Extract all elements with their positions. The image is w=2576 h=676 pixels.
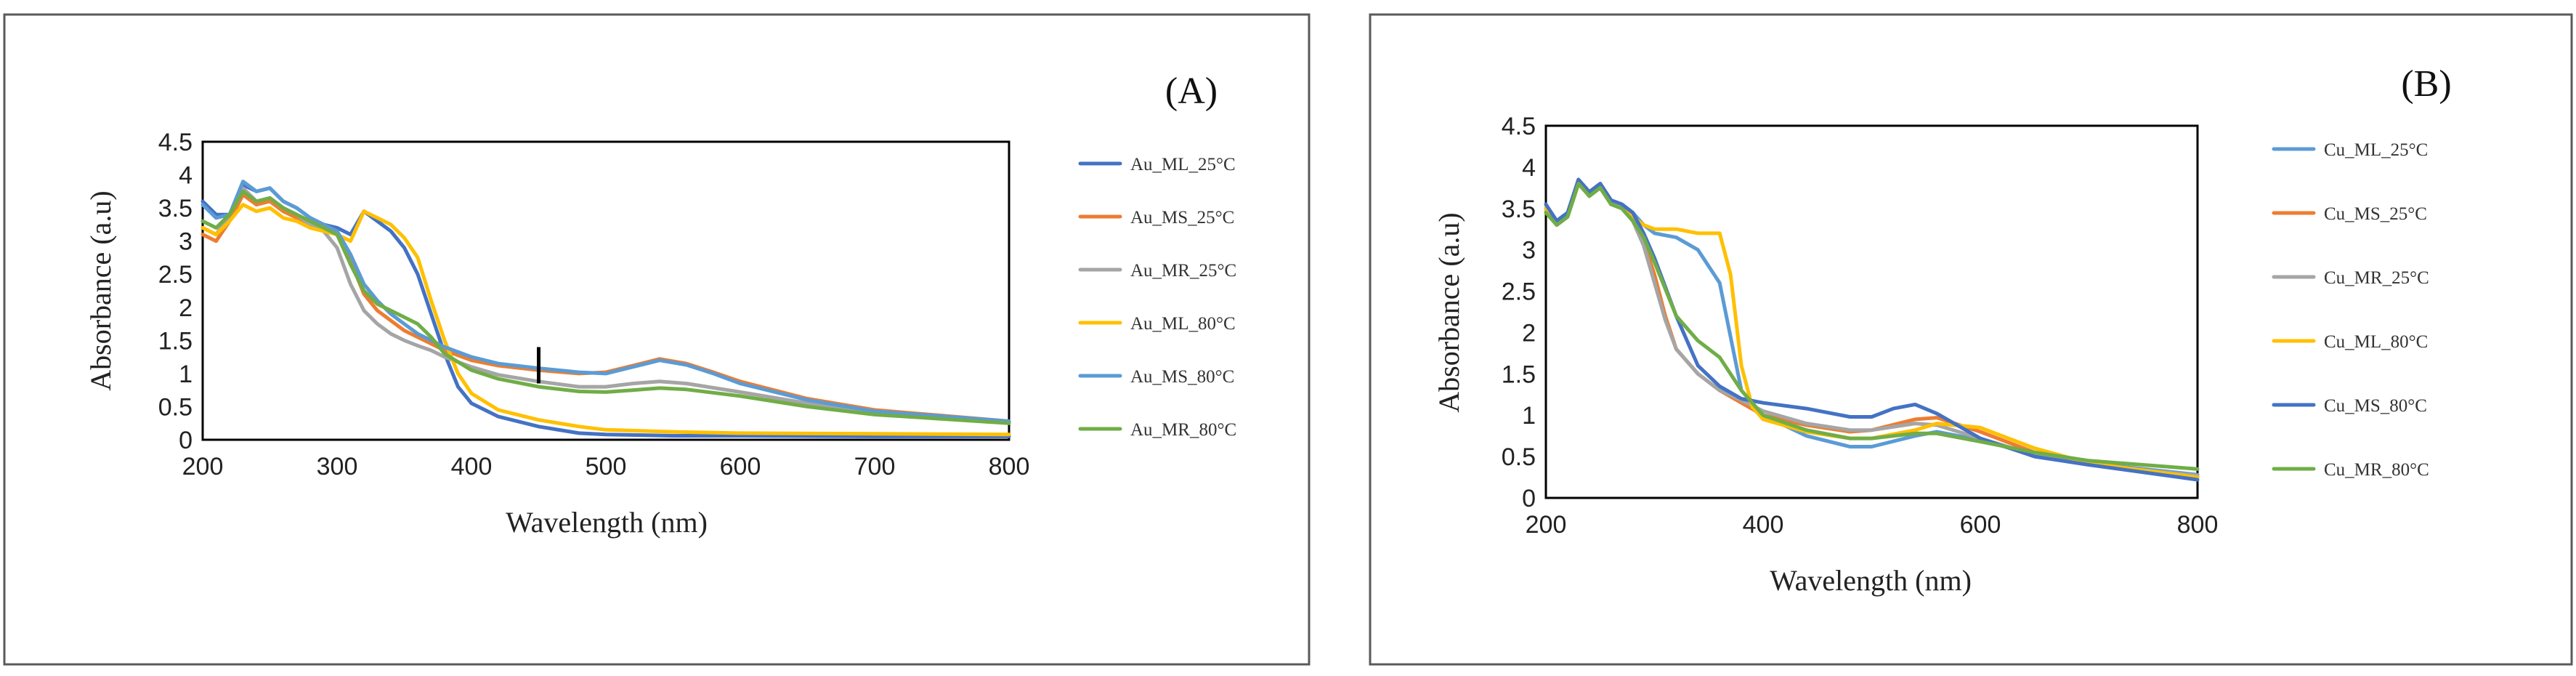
- panel-b-legend: Cu_ML_25°C Cu_MS_25°C Cu_MR_25°C Cu_ML_80°C…: [2272, 140, 2429, 480]
- x-tick-label: 200: [1526, 511, 1567, 539]
- legend-entry-label: Au_MR_25°C: [1130, 261, 1236, 281]
- y-tick-label: 3: [179, 228, 193, 256]
- y-tick-label: 4.5: [1502, 113, 1536, 140]
- y-tick-label: 2.5: [158, 261, 193, 289]
- y-tick-label: 2: [1522, 319, 1536, 347]
- panel-b-plot-area: [1544, 124, 2199, 499]
- legend-entry-label: Cu_MR_25°C: [2324, 268, 2429, 288]
- y-tick-label: 2: [179, 294, 193, 322]
- panel-a: (A) 0 0.5 1 1.5 2 2.5 3 3.5 4 4.5 200 300 400 500 600…: [3, 13, 1311, 666]
- x-tick-label: 400: [451, 453, 493, 480]
- panel-b-y-axis-title: Absorbance (a.u): [1433, 212, 1465, 412]
- series-line-cu-mr-80-c: [1544, 182, 2200, 471]
- panel-b-x-ticks: 200 400 600 800: [1526, 511, 2219, 539]
- panel-b-series-group: [1544, 177, 2200, 482]
- panel-b-y-ticks: 0 0.5 1 1.5 2 2.5 3 3.5 4 4.5: [1502, 113, 1536, 512]
- panel-a-y-ticks: 0 0.5 1 1.5 2 2.5 3 3.5 4 4.5: [158, 129, 193, 454]
- y-tick-label: 0: [1522, 485, 1536, 512]
- y-tick-label: 4: [1522, 154, 1536, 182]
- panel-a-label: (A): [1165, 71, 1218, 112]
- y-tick-label: 3: [1522, 237, 1536, 265]
- y-tick-label: 1.5: [158, 327, 193, 355]
- legend-entry-label: Au_ML_80°C: [1130, 314, 1236, 334]
- x-tick-label: 800: [989, 453, 1030, 480]
- y-tick-label: 0.5: [158, 393, 193, 421]
- legend-entry-label: Cu_MS_80°C: [2324, 396, 2427, 416]
- panel-a-y-axis-title: Absorbance (a.u): [84, 190, 117, 390]
- x-tick-label: 500: [586, 453, 627, 480]
- y-tick-label: 4: [179, 162, 193, 190]
- y-tick-label: 0.5: [1502, 443, 1536, 471]
- legend-entry-label: Au_MR_80°C: [1130, 420, 1236, 440]
- panel-a-x-axis-title: Wavelength (nm): [506, 506, 708, 539]
- legend-entry-label: Au_MS_80°C: [1130, 367, 1234, 387]
- y-tick-label: 3.5: [1502, 196, 1536, 223]
- legend-entry-label: Au_ML_25°C: [1130, 155, 1236, 174]
- y-tick-label: 0: [179, 427, 193, 454]
- series-line-au-ml-80-c: [201, 203, 1011, 437]
- x-tick-label: 400: [1743, 511, 1784, 539]
- y-tick-label: 4.5: [158, 129, 193, 156]
- x-tick-label: 800: [2177, 511, 2219, 539]
- y-tick-label: 1: [179, 361, 193, 388]
- series-line-cu-ms-80-c: [1544, 177, 2200, 482]
- panel-b-x-axis-title: Wavelength (nm): [1770, 564, 1972, 597]
- panel-a-series-group: [201, 180, 1011, 438]
- series-line-au-ms-80-c: [201, 180, 1011, 423]
- y-tick-label: 3.5: [158, 195, 193, 222]
- x-tick-label: 700: [854, 453, 896, 480]
- legend-entry-label: Cu_ML_25°C: [2324, 140, 2428, 160]
- legend-entry-label: Au_MS_25°C: [1130, 208, 1234, 228]
- panel-b: (B) 0 0.5 1 1.5 2 2.5 3 3.5 4 4.5 200 400 600 800 Wa…: [1369, 13, 2573, 666]
- x-tick-label: 600: [1960, 511, 2001, 539]
- y-tick-label: 1: [1522, 402, 1536, 430]
- x-tick-label: 200: [182, 453, 224, 480]
- y-tick-label: 1.5: [1502, 361, 1536, 388]
- legend-entry-label: Cu_ML_80°C: [2324, 332, 2428, 352]
- legend-entry-label: Cu_MS_25°C: [2324, 204, 2427, 224]
- legend-entry-label: Cu_MR_80°C: [2324, 460, 2429, 480]
- panel-a-x-ticks: 200 300 400 500 600 700 800: [182, 453, 1030, 480]
- x-tick-label: 300: [317, 453, 358, 480]
- series-line-au-mr-80-c: [201, 189, 1011, 425]
- x-tick-label: 600: [720, 453, 761, 480]
- panel-a-plot-area: [201, 140, 1010, 441]
- panel-b-label: (B): [2401, 63, 2451, 105]
- panel-a-legend: Au_ML_25°C Au_MS_25°C Au_MR_25°C Au_ML_80°C…: [1078, 155, 1236, 440]
- y-tick-label: 2.5: [1502, 278, 1536, 306]
